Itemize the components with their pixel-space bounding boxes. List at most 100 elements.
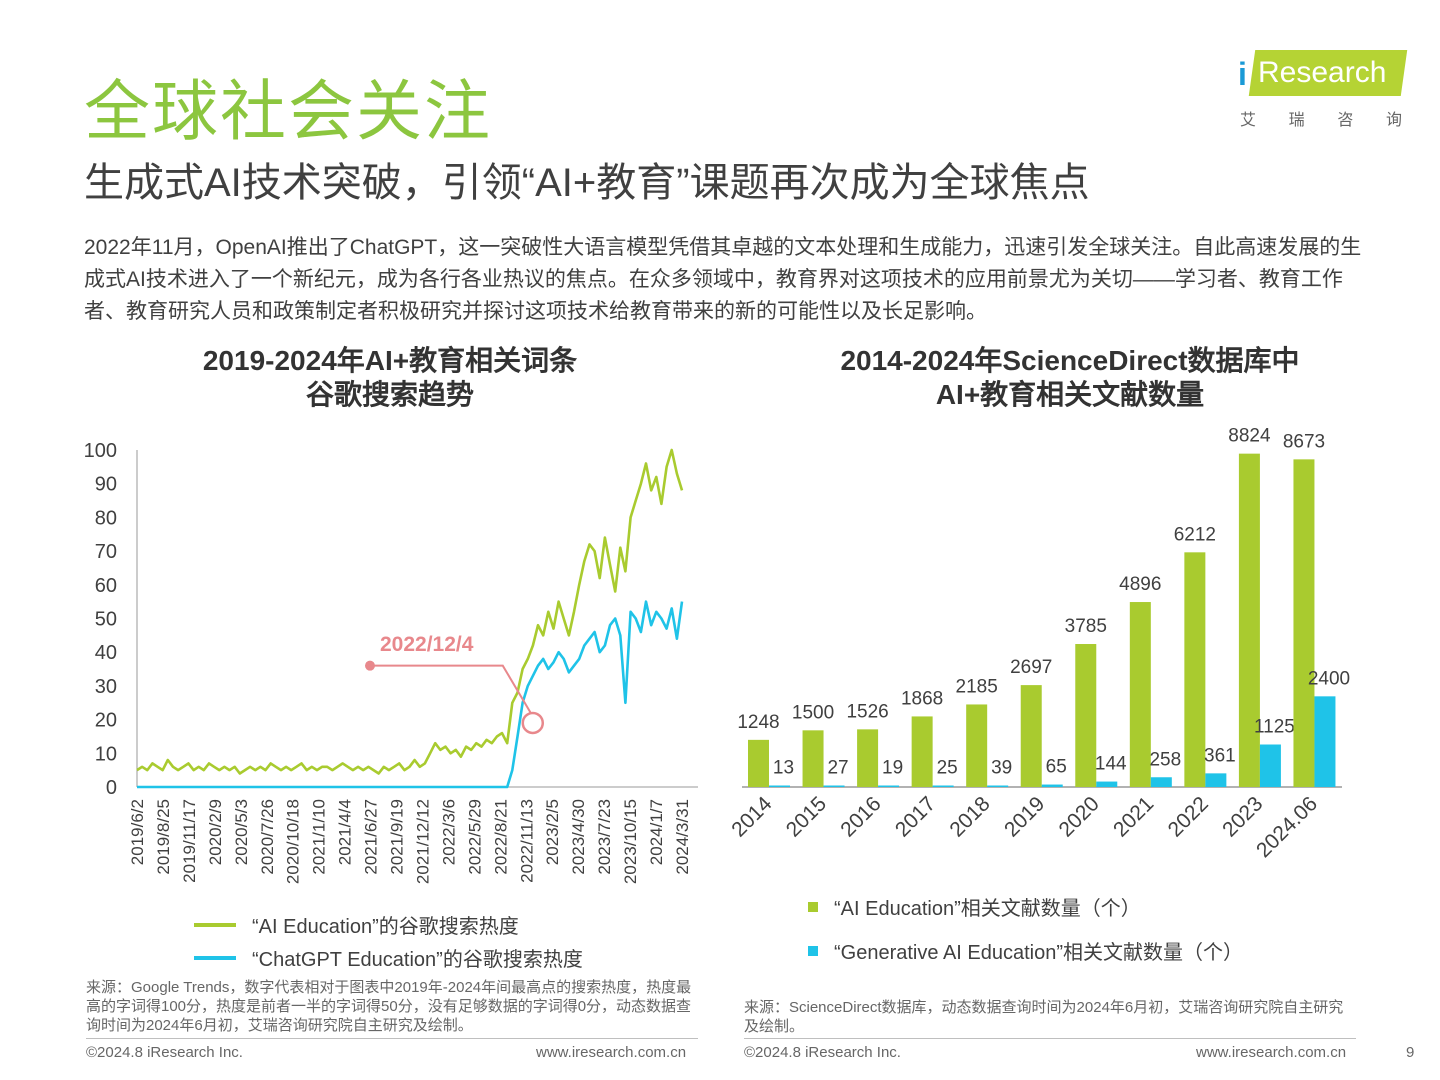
x-category-label: 2021 [1109,792,1158,841]
annotation-leader-line [370,664,532,714]
x-tick-label: 2019/8/25 [154,799,173,875]
x-tick-label: 2024/1/7 [647,799,666,865]
data-label-genai-education: 144 [1095,754,1127,775]
footer-copyright-right: ©2024.8 iResearch Inc. [744,1044,901,1061]
x-category-label: 2020 [1055,792,1104,841]
bar-ai-education [1184,552,1206,787]
right-chart-title-line1: 2014-2024年ScienceDirect数据库中 [840,345,1300,376]
y-tick-label: 20 [95,710,117,732]
legend-swatch-blue [808,945,818,956]
data-label-ai-education: 1868 [901,688,943,709]
logo-char: 艾 [1240,112,1257,129]
data-label-genai-education: 2400 [1308,668,1350,689]
chatgpt-education-trend-line [137,600,684,789]
data-label-genai-education: 39 [991,758,1012,779]
data-label-ai-education: 3785 [1065,616,1107,637]
legend-label: “AI Education”相关文献数量（个） [834,898,1141,920]
bar-genai-education [932,785,954,787]
data-label-ai-education: 2185 [956,676,998,697]
bar-ai-education [966,704,988,787]
data-label-ai-education: 2697 [1010,657,1052,678]
annotation-label: 2022/12/4 [380,633,474,656]
x-tick-label: 2021/9/19 [388,799,407,875]
x-tick-label: 2020/7/26 [258,799,277,875]
right-chart-title: 2014-2024年ScienceDirect数据库中 AI+教育相关文献数量 [790,344,1350,412]
y-tick-label: 10 [95,743,117,765]
x-tick-label: 2020/10/18 [284,799,303,884]
x-tick-label: 2022/3/6 [439,799,458,865]
left-chart-title-line1: 2019-2024年AI+教育相关词条 [202,345,578,376]
data-label-genai-education: 19 [882,758,903,779]
legend-swatch-green [194,922,236,927]
x-tick-label: 2021/12/12 [413,799,432,884]
legend-label: “AI Education”的谷歌搜索热度 [252,916,519,938]
legend-ai-education-papers: “AI Education”相关文献数量（个） [808,892,1141,921]
y-tick-label: 30 [95,676,117,698]
line-chart: 0 10 20 30 40 50 60 70 80 90 100 2019/6/2 2019/8/25 2… [84,440,698,884]
legend-swatch-blue [194,955,236,960]
x-category-label: 2023 [1218,792,1267,841]
left-footer-divider [86,1038,698,1039]
x-tick-label: 2022/5/29 [465,799,484,875]
bar-ai-education [1075,644,1097,787]
y-tick-label: 100 [84,440,117,462]
data-label-ai-education: 1500 [792,702,834,723]
data-label-ai-education: 8673 [1283,431,1325,452]
right-chart-title-line2: AI+教育相关文献数量 [935,379,1205,410]
bar-genai-education [1259,744,1281,787]
bar-genai-education [878,785,900,787]
x-tick-label: 2024/3/31 [673,799,692,875]
footer-url-right: www.iresearch.com.cn [1196,1044,1347,1061]
legend-chatgpt-education-trend: “ChatGPT Education”的谷歌搜索热度 [194,943,583,972]
data-label-genai-education: 27 [827,758,848,779]
y-tick-label: 40 [95,642,117,664]
bar-genai-education [769,785,790,787]
legend-label: “ChatGPT Education”的谷歌搜索热度 [252,949,583,971]
page-subtitle: 生成式AI技术突破，引领“AI+教育”课题再次成为全球焦点 [84,161,1090,205]
legend-ai-education-trend: “AI Education”的谷歌搜索热度 [194,910,519,939]
x-category-label: 2015 [782,792,831,841]
x-tick-label: 2022/11/13 [517,799,536,883]
bar-chart: 1248 13 2014 1500 27 2015 1526 19 2016 1868 25 2017… [727,426,1350,863]
logo-char: 瑞 [1288,112,1305,129]
bar-genai-education [987,785,1009,787]
logo-char: 询 [1385,112,1402,129]
data-label-genai-education: 361 [1204,745,1236,766]
data-label-ai-education: 1526 [846,701,888,722]
annotation-ring [521,711,545,735]
bar-ai-education [1129,602,1151,787]
right-source-note: 来源：ScienceDirect数据库，动态数据查询时间为2024年6月初，艾瑞… [744,999,1344,1035]
x-tick-label: 2019/6/2 [128,799,147,865]
bar-genai-education [823,785,845,787]
bar-genai-education [1314,696,1336,787]
x-tick-label: 2023/2/5 [543,799,562,865]
y-tick-label: 70 [95,541,117,563]
annotation-dot [365,660,375,671]
data-label-genai-education: 65 [1046,757,1067,778]
y-tick-label: 80 [95,507,117,529]
right-footer-divider [744,1038,1356,1039]
intro-paragraph: 2022年11月，OpenAI推出了ChatGPT，这一突破性大语言模型凭借其卓… [84,236,1362,323]
x-tick-label: 2021/1/10 [310,799,329,875]
x-tick-label: 2023/10/15 [621,799,640,884]
data-label-ai-education: 1248 [737,712,779,733]
x-category-label: 2016 [836,792,885,841]
data-label-genai-education: 13 [773,758,794,779]
x-tick-label: 2020/5/3 [232,799,251,865]
bar-ai-education [802,730,824,787]
y-tick-label: 50 [95,609,117,631]
footer-url-left: www.iresearch.com.cn [536,1044,687,1061]
left-chart-title: 2019-2024年AI+教育相关词条 谷歌搜索趋势 [140,344,640,412]
x-category-label: 2018 [945,792,994,841]
ai-education-trend-line [136,448,684,775]
x-tick-label: 2021/6/27 [362,799,381,875]
data-label-genai-education: 25 [937,758,958,779]
logo-i: i [1238,56,1247,92]
logo-chinese-name: 艾 瑞 咨 询 [1240,106,1402,130]
data-label-genai-education: 1125 [1254,717,1295,738]
bar-genai-education [1205,773,1227,787]
x-category-label: 2024.06 [1252,792,1322,862]
x-tick-label: 2023/4/30 [569,799,588,875]
x-category-label: 2014 [727,792,777,842]
